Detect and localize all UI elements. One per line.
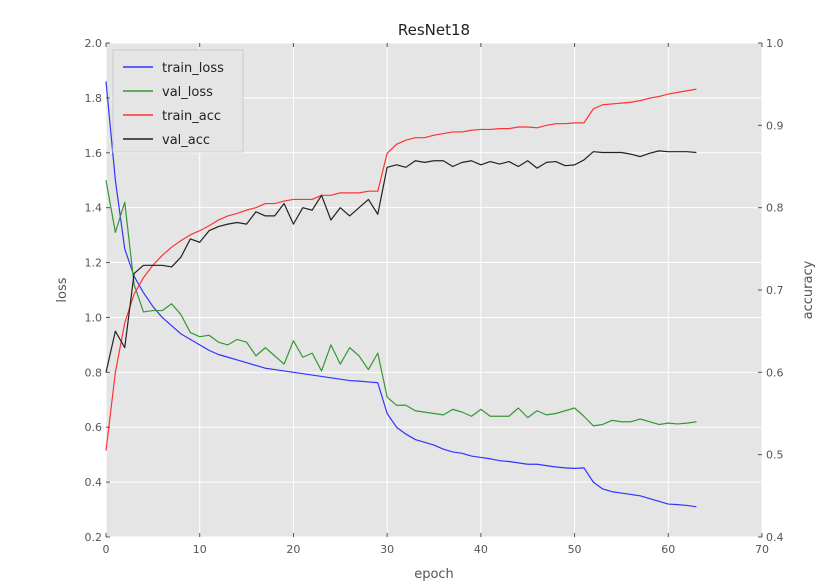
legend-label-train-acc: train_acc (162, 109, 221, 124)
legend: train_loss val_loss train_acc val_acc (112, 49, 244, 153)
chart-title: ResNet18 (398, 21, 470, 39)
series-line-train-loss (105, 81, 697, 508)
y2-tick-label: 0.9 (766, 119, 784, 132)
tick-group: 0 10 20 30 40 50 60 70 0.2 0.4 0.6 0.8 1.0 1.2 1.4 1.6 1… (85, 37, 784, 556)
x-axis-label: epoch (414, 567, 454, 582)
y-axis-label: loss (55, 277, 70, 302)
y-tick-label: 0.8 (85, 366, 103, 379)
y2-tick-label: 0.4 (766, 531, 784, 544)
y2-tick-label: 0.5 (766, 449, 784, 462)
y-tick-label: 1.8 (85, 92, 103, 105)
series-group (105, 81, 697, 508)
y2-tick-label: 1.0 (766, 37, 784, 50)
y2-tick-label: 0.7 (766, 284, 784, 297)
y2-tick-label: 0.8 (766, 202, 784, 215)
x-tick-label: 0 (103, 543, 110, 556)
y2-tick-label: 0.6 (766, 366, 784, 379)
y-tick-label: 2.0 (85, 37, 103, 50)
y-tick-label: 0.2 (85, 531, 103, 544)
x-tick-label: 10 (193, 543, 207, 556)
y-tick-label: 1.6 (85, 147, 103, 160)
x-tick-label: 40 (474, 543, 488, 556)
y2-axis-label: accuracy (801, 260, 816, 319)
y-tick-label: 1.2 (85, 257, 103, 270)
legend-label-val-loss: val_loss (162, 85, 213, 100)
legend-label-val-acc: val_acc (162, 133, 210, 148)
legend-label-train-loss: train_loss (162, 61, 224, 76)
y-tick-label: 1.0 (85, 311, 103, 324)
x-tick-label: 30 (380, 543, 394, 556)
x-tick-label: 60 (661, 543, 675, 556)
y-tick-label: 1.4 (85, 202, 103, 215)
series-line-val-acc (105, 150, 697, 373)
x-tick-label: 20 (286, 543, 300, 556)
series-line-val-loss (105, 180, 697, 427)
y-tick-label: 0.6 (85, 421, 103, 434)
x-tick-label: 50 (568, 543, 582, 556)
x-tick-label: 70 (755, 543, 769, 556)
y-tick-label: 0.4 (85, 476, 103, 489)
series-line-train-acc (105, 88, 697, 451)
